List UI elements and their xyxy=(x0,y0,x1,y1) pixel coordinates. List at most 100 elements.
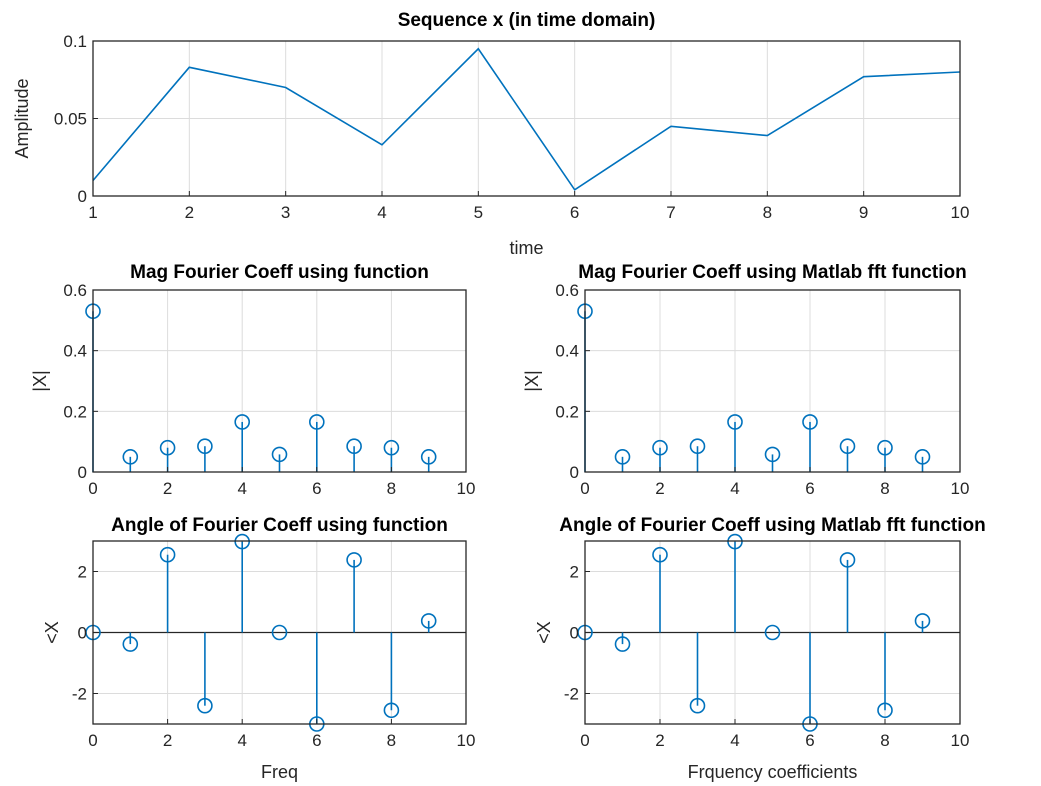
x-tick-label: 4 xyxy=(237,479,246,498)
stem-marker xyxy=(764,446,781,463)
y-tick-label: 0.1 xyxy=(63,32,87,51)
stem-marker xyxy=(652,439,668,456)
stem-marker xyxy=(159,439,176,456)
axes-box xyxy=(92,289,467,473)
stem-marker xyxy=(122,449,139,465)
x-tick-label: 6 xyxy=(312,479,321,498)
stem-marker xyxy=(197,697,213,714)
stem-marker xyxy=(839,438,856,455)
chart-5: 0 2 4 6 8 10 -2 0 2 Angle of Fourier Coeff using … xyxy=(534,515,986,782)
chart-title: Angle of Fourier Coeff using Matlab fft … xyxy=(559,515,985,536)
stem-marker xyxy=(652,546,668,563)
stem-marker xyxy=(271,624,288,641)
x-axis-label: time xyxy=(509,238,543,258)
stem-marker xyxy=(346,438,362,455)
chart-title: Angle of Fourier Coeff using function xyxy=(111,515,448,536)
stem-marker xyxy=(383,439,400,456)
x-tick-label: 2 xyxy=(163,479,172,498)
chart-1: 1 2 3 4 5 6 7 8 9 10 0 0.05 0.1 Sequence x (in time d… xyxy=(12,10,969,258)
x-tick-label: 3 xyxy=(281,203,290,222)
x-tick-label: 8 xyxy=(387,731,396,750)
x-tick-label: 10 xyxy=(457,479,476,498)
y-axis-label: |X| xyxy=(30,370,50,391)
stem-marker xyxy=(727,414,743,430)
y-tick-label: 0 xyxy=(570,463,579,482)
x-tick-label: 4 xyxy=(377,203,386,222)
x-tick-label: 6 xyxy=(312,731,321,750)
x-tick-label: 0 xyxy=(580,731,589,750)
stem-marker xyxy=(197,438,213,455)
y-axis-label: <X xyxy=(42,621,62,644)
x-tick-label: 10 xyxy=(951,479,970,498)
x-tick-label: 9 xyxy=(859,203,868,222)
x-tick-label: 8 xyxy=(763,203,772,222)
x-tick-label: 0 xyxy=(88,479,97,498)
x-tick-label: 2 xyxy=(163,731,172,750)
stem-marker xyxy=(914,449,931,465)
chart-4: 0 2 4 6 8 10 -2 0 2 Angle of Fourier Coeff using … xyxy=(42,515,475,782)
x-tick-label: 4 xyxy=(730,479,739,498)
x-tick-label: 7 xyxy=(666,203,675,222)
x-axis-label: Frquency coefficients xyxy=(688,762,858,782)
y-tick-label: 2 xyxy=(78,563,87,582)
y-tick-label: 0 xyxy=(78,187,87,206)
x-tick-label: 4 xyxy=(237,731,246,750)
x-tick-label: 8 xyxy=(880,731,889,750)
stem-marker xyxy=(802,414,818,430)
chart-title: Sequence x (in time domain) xyxy=(398,10,656,31)
x-tick-label: 2 xyxy=(655,731,664,750)
stem-marker xyxy=(383,702,400,719)
y-tick-label: 0.6 xyxy=(555,281,579,300)
stem-marker xyxy=(420,613,437,629)
stem-marker xyxy=(614,636,631,652)
y-tick-label: 0.6 xyxy=(63,281,87,300)
stem-marker xyxy=(877,702,893,719)
x-tick-label: 10 xyxy=(457,731,476,750)
stem-marker xyxy=(914,613,931,629)
stem-marker xyxy=(122,636,139,652)
x-axis-label: Freq xyxy=(261,762,298,782)
stem-marker xyxy=(308,414,325,430)
stem-marker xyxy=(420,449,437,465)
chart-title: Mag Fourier Coeff using Matlab fft funct… xyxy=(578,262,966,283)
x-tick-label: 8 xyxy=(880,479,889,498)
y-tick-label: -2 xyxy=(564,685,579,704)
series-line xyxy=(92,47,961,191)
y-tick-label: 0.2 xyxy=(63,402,87,421)
y-tick-label: 0.4 xyxy=(63,342,87,361)
y-axis-label: |X| xyxy=(522,370,542,391)
x-tick-label: 2 xyxy=(185,203,194,222)
axes-box xyxy=(584,289,961,473)
x-tick-label: 4 xyxy=(730,731,739,750)
chart-title: Mag Fourier Coeff using function xyxy=(130,262,429,283)
stem-marker xyxy=(159,546,176,563)
y-tick-label: 0.2 xyxy=(555,402,579,421)
x-tick-label: 10 xyxy=(951,203,970,222)
y-tick-label: 0 xyxy=(78,463,87,482)
x-tick-label: 6 xyxy=(570,203,579,222)
stem-marker xyxy=(689,438,706,455)
stem-marker xyxy=(346,552,362,568)
stem-marker xyxy=(764,624,781,641)
x-tick-label: 5 xyxy=(474,203,483,222)
chart-2: 0 2 4 6 8 10 0 0.2 0.4 0.6 Mag Fourier Coeff using… xyxy=(30,262,475,498)
x-tick-label: 1 xyxy=(88,203,97,222)
y-axis-label: Amplitude xyxy=(12,78,32,158)
y-tick-label: 0.4 xyxy=(555,342,579,361)
stem-marker xyxy=(877,439,893,456)
x-tick-label: 0 xyxy=(88,731,97,750)
x-tick-label: 10 xyxy=(951,731,970,750)
x-tick-label: 0 xyxy=(580,479,589,498)
x-tick-label: 6 xyxy=(805,479,814,498)
x-tick-label: 2 xyxy=(655,479,664,498)
y-tick-label: 0.05 xyxy=(54,110,87,129)
stem-marker xyxy=(689,697,706,714)
stem-marker xyxy=(234,414,250,430)
x-tick-label: 8 xyxy=(387,479,396,498)
x-tick-label: 6 xyxy=(805,731,814,750)
y-tick-label: -2 xyxy=(72,685,87,704)
stem-marker xyxy=(271,446,288,463)
stem-marker xyxy=(839,552,856,568)
